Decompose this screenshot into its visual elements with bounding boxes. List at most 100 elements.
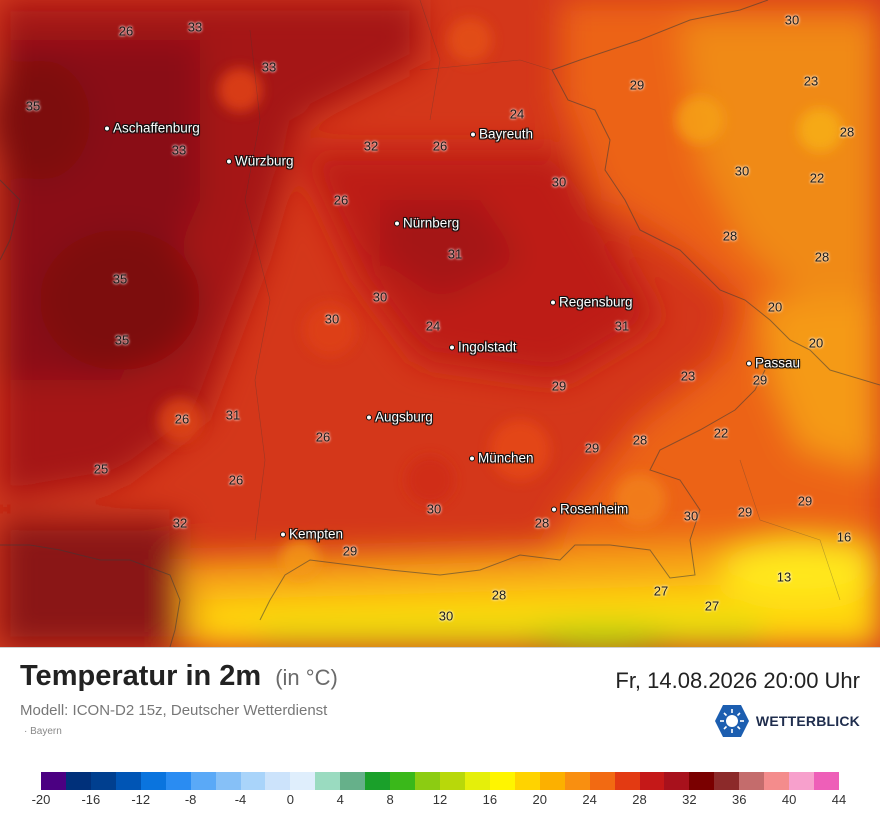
legend-tick-label: 8: [386, 792, 394, 807]
model-source: Modell: ICON-D2 15z, Deutscher Wetterdie…: [20, 702, 328, 719]
legend-swatch: [41, 772, 66, 790]
legend-swatch: [340, 772, 366, 790]
city-label: Kempten: [289, 526, 344, 542]
temperature-value: 35: [25, 98, 41, 114]
legend-tick-label: 16: [482, 792, 498, 807]
city-marker-nuernberg[interactable]: Nürnberg: [394, 216, 459, 231]
city-dot: [470, 131, 476, 137]
legend-swatch: [489, 772, 515, 790]
city-marker-wuerzburg[interactable]: Würzburg: [226, 154, 294, 169]
legend-tick-label: 36: [732, 792, 747, 807]
temperature-value: 28: [491, 587, 507, 603]
wetterblick-logo[interactable]: WETTERBLICK: [714, 704, 860, 738]
city-marker-augsburg[interactable]: Augsburg: [366, 410, 433, 425]
city-marker-regensburg[interactable]: Regensburg: [550, 295, 633, 310]
city-label: Regensburg: [559, 294, 633, 310]
city-label: Aschaffenburg: [113, 120, 200, 136]
city-label: Bayreuth: [479, 126, 534, 142]
temperature-value: 31: [447, 246, 463, 262]
city-dot: [226, 158, 232, 164]
legend-swatch: [165, 772, 191, 790]
logo-text: WETTERBLICK: [755, 713, 860, 729]
city-dot: [746, 360, 752, 366]
legend-swatch: [440, 772, 465, 790]
legend-tick-label: -8: [184, 792, 197, 807]
legend-tick-label: 20: [532, 792, 547, 807]
legend-tick-label: -12: [131, 792, 151, 807]
legend-tick-label: 40: [781, 792, 797, 807]
city-marker-ingolstadt[interactable]: Ingolstadt: [449, 340, 517, 355]
city-dot: [469, 455, 475, 461]
city-dot: [550, 299, 556, 305]
legend-tick-label: 32: [682, 792, 697, 807]
sun-snowflake-hexagon-icon: [714, 705, 749, 737]
temperature-value: 30: [438, 608, 454, 624]
temperature-value: 28: [722, 228, 738, 244]
legend-swatch: [764, 772, 790, 790]
temperature-value: 32: [172, 515, 188, 531]
temperature-value: 31: [614, 318, 630, 334]
temperature-value: 23: [803, 73, 819, 89]
temperature-value: 28: [839, 124, 855, 140]
legend-swatch: [789, 772, 815, 790]
legend-tick-label: 4: [336, 792, 344, 807]
legend-swatch: [714, 772, 740, 790]
legend-swatch: [739, 772, 765, 790]
temperature-value: 27: [704, 598, 720, 614]
temperature-value: 29: [797, 493, 813, 509]
temperature-value: 30: [426, 501, 442, 517]
city-marker-aschaffenburg[interactable]: Aschaffenburg: [104, 121, 200, 136]
legend-swatch: [290, 772, 316, 790]
legend-swatch: [639, 772, 665, 790]
temperature-value: 31: [225, 407, 241, 423]
legend-swatch: [464, 772, 490, 790]
temperature-value: 35: [114, 332, 130, 348]
map-title: Temperatur in 2m: [20, 660, 262, 692]
map-title-block: Temperatur in 2m (in °C): [20, 660, 338, 693]
temperature-value: 29: [551, 378, 567, 394]
legend-swatch: [514, 772, 540, 790]
city-dot: [104, 125, 110, 131]
city-label: Würzburg: [235, 153, 294, 169]
temperature-value: 29: [752, 372, 768, 388]
temperature-value: 33: [171, 142, 187, 158]
city-label: Nürnberg: [403, 215, 460, 231]
city-dot: [280, 531, 286, 537]
legend-swatch: [564, 772, 590, 790]
city-marker-kempten[interactable]: Kempten: [280, 527, 343, 542]
legend-tick-label: 28: [632, 792, 647, 807]
city-dot: [449, 344, 455, 350]
map-footer: Temperatur in 2m (in °C) Fr, 14.08.2026 …: [0, 647, 880, 831]
temperature-value: 28: [632, 432, 648, 448]
legend-swatch: [115, 772, 141, 790]
temperature-value: 29: [342, 543, 358, 559]
temperature-value: 26: [228, 472, 244, 488]
color-scale-ticks: -20 -16 -12 -8 -4 0 4 8 12 16 20 24 28 32 36 40 44: [0, 792, 880, 812]
temperature-value: 30: [734, 163, 750, 179]
city-marker-bayreuth[interactable]: Bayreuth: [470, 127, 533, 142]
city-label: München: [478, 450, 534, 466]
legend-swatch: [664, 772, 690, 790]
city-marker-passau[interactable]: Passau: [746, 356, 800, 371]
legend-swatch: [689, 772, 715, 790]
temperature-value: 22: [809, 170, 825, 186]
legend-swatch: [140, 772, 166, 790]
legend-swatch: [90, 772, 116, 790]
temperature-value: 24: [425, 318, 441, 334]
city-dot: [394, 220, 400, 226]
legend-swatch: [315, 772, 341, 790]
temperature-value: 29: [737, 504, 753, 520]
legend-swatch: [240, 772, 266, 790]
temperature-value: 30: [324, 311, 340, 327]
legend-tick-label: 12: [432, 792, 448, 807]
legend-swatch: [190, 772, 216, 790]
legend-swatch: [265, 772, 291, 790]
temperature-value: 23: [680, 368, 696, 384]
city-marker-rosenheim[interactable]: Rosenheim: [551, 502, 628, 517]
temperature-value: 20: [808, 335, 824, 351]
temperature-value: 33: [261, 59, 277, 75]
city-marker-muenchen[interactable]: München: [469, 451, 534, 466]
legend-swatch: [215, 772, 241, 790]
temperature-value: 29: [584, 440, 600, 456]
legend-tick-label: 44: [831, 792, 847, 807]
